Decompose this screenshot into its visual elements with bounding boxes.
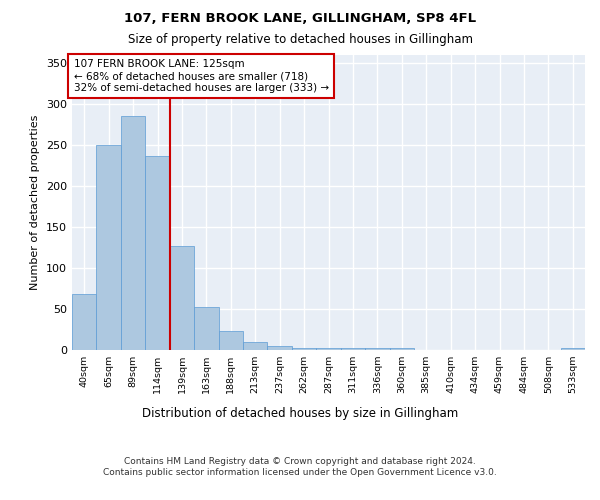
Text: Distribution of detached houses by size in Gillingham: Distribution of detached houses by size … xyxy=(142,408,458,420)
Bar xyxy=(145,156,170,350)
Bar xyxy=(365,348,389,350)
Bar xyxy=(243,342,268,350)
Bar xyxy=(316,348,341,350)
Text: 107 FERN BROOK LANE: 125sqm
← 68% of detached houses are smaller (718)
32% of se: 107 FERN BROOK LANE: 125sqm ← 68% of det… xyxy=(74,60,329,92)
Text: Contains HM Land Registry data © Crown copyright and database right 2024.
Contai: Contains HM Land Registry data © Crown c… xyxy=(103,458,497,477)
Bar xyxy=(341,348,365,350)
Bar xyxy=(97,145,121,350)
Bar xyxy=(121,116,145,350)
Bar xyxy=(218,331,243,350)
Bar xyxy=(72,294,97,350)
Bar xyxy=(170,246,194,350)
Bar xyxy=(292,348,316,350)
Bar xyxy=(560,348,585,350)
Text: 107, FERN BROOK LANE, GILLINGHAM, SP8 4FL: 107, FERN BROOK LANE, GILLINGHAM, SP8 4F… xyxy=(124,12,476,26)
Bar xyxy=(268,346,292,350)
Bar xyxy=(389,348,414,350)
Bar xyxy=(194,308,218,350)
Y-axis label: Number of detached properties: Number of detached properties xyxy=(31,115,40,290)
Text: Size of property relative to detached houses in Gillingham: Size of property relative to detached ho… xyxy=(128,32,473,46)
